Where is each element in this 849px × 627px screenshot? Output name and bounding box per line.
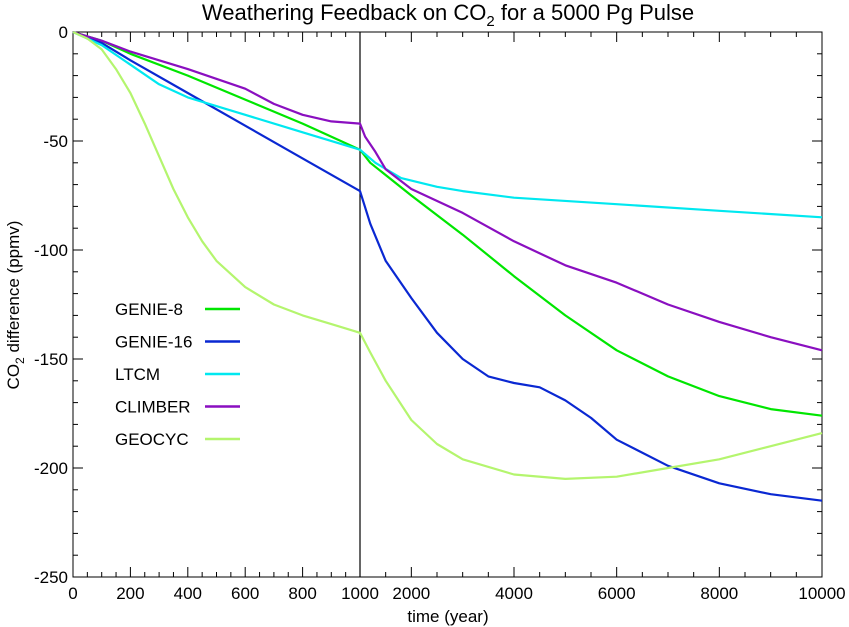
chart-title: Weathering Feedback on CO2 for a 5000 Pg… — [202, 0, 694, 30]
y-tick-label: -50 — [43, 132, 68, 151]
y-axis-label: CO2 difference (ppmv) — [4, 221, 27, 390]
plot-frame — [72, 31, 823, 578]
series-lines — [72, 30, 823, 502]
y-axis-tick-labels: 0 -50 -100 -150 -200 -250 — [34, 23, 68, 587]
y-tick-label: -100 — [34, 241, 68, 260]
series-line-genie-16 — [72, 30, 823, 502]
legend-label: GENIE-8 — [115, 300, 183, 319]
series-line-climber — [72, 30, 823, 352]
x-tick-label: 2000 — [392, 584, 430, 603]
x-tick-label: 6000 — [598, 584, 636, 603]
x-tick-label: 800 — [288, 584, 316, 603]
x-tick-label: 4000 — [495, 584, 533, 603]
x-tick-label: 10000 — [798, 584, 845, 603]
y-axis-ticks — [73, 31, 822, 578]
x-tick-label: 8000 — [700, 584, 738, 603]
y-tick-label: -250 — [34, 568, 68, 587]
x-tick-label: 600 — [231, 584, 259, 603]
y-tick-label: -200 — [34, 459, 68, 478]
legend-label: GENIE-16 — [115, 333, 192, 352]
x-tick-label: 0 — [68, 584, 77, 603]
legend-label: LTCM — [115, 365, 160, 384]
x-tick-label: 200 — [116, 584, 144, 603]
x-axis-ticks — [72, 32, 823, 577]
legend-label: CLIMBER — [115, 398, 191, 417]
x-axis-tick-labels: 0 200 400 600 800 1000 2000 4000 6000 8000 10000 — [68, 584, 845, 603]
series-line-ltcm — [72, 30, 823, 219]
x-tick-label: 1000 — [341, 584, 379, 603]
x-axis-label: time (year) — [407, 607, 488, 626]
y-tick-label: 0 — [59, 23, 68, 42]
series-line-genie-8 — [72, 30, 823, 417]
x-tick-label: 400 — [174, 584, 202, 603]
legend: GENIE-8 GENIE-16 LTCM CLIMBER GEOCYC — [115, 300, 240, 449]
series-line-geocyc — [72, 30, 823, 480]
y-tick-label: -150 — [34, 350, 68, 369]
legend-label: GEOCYC — [115, 430, 189, 449]
